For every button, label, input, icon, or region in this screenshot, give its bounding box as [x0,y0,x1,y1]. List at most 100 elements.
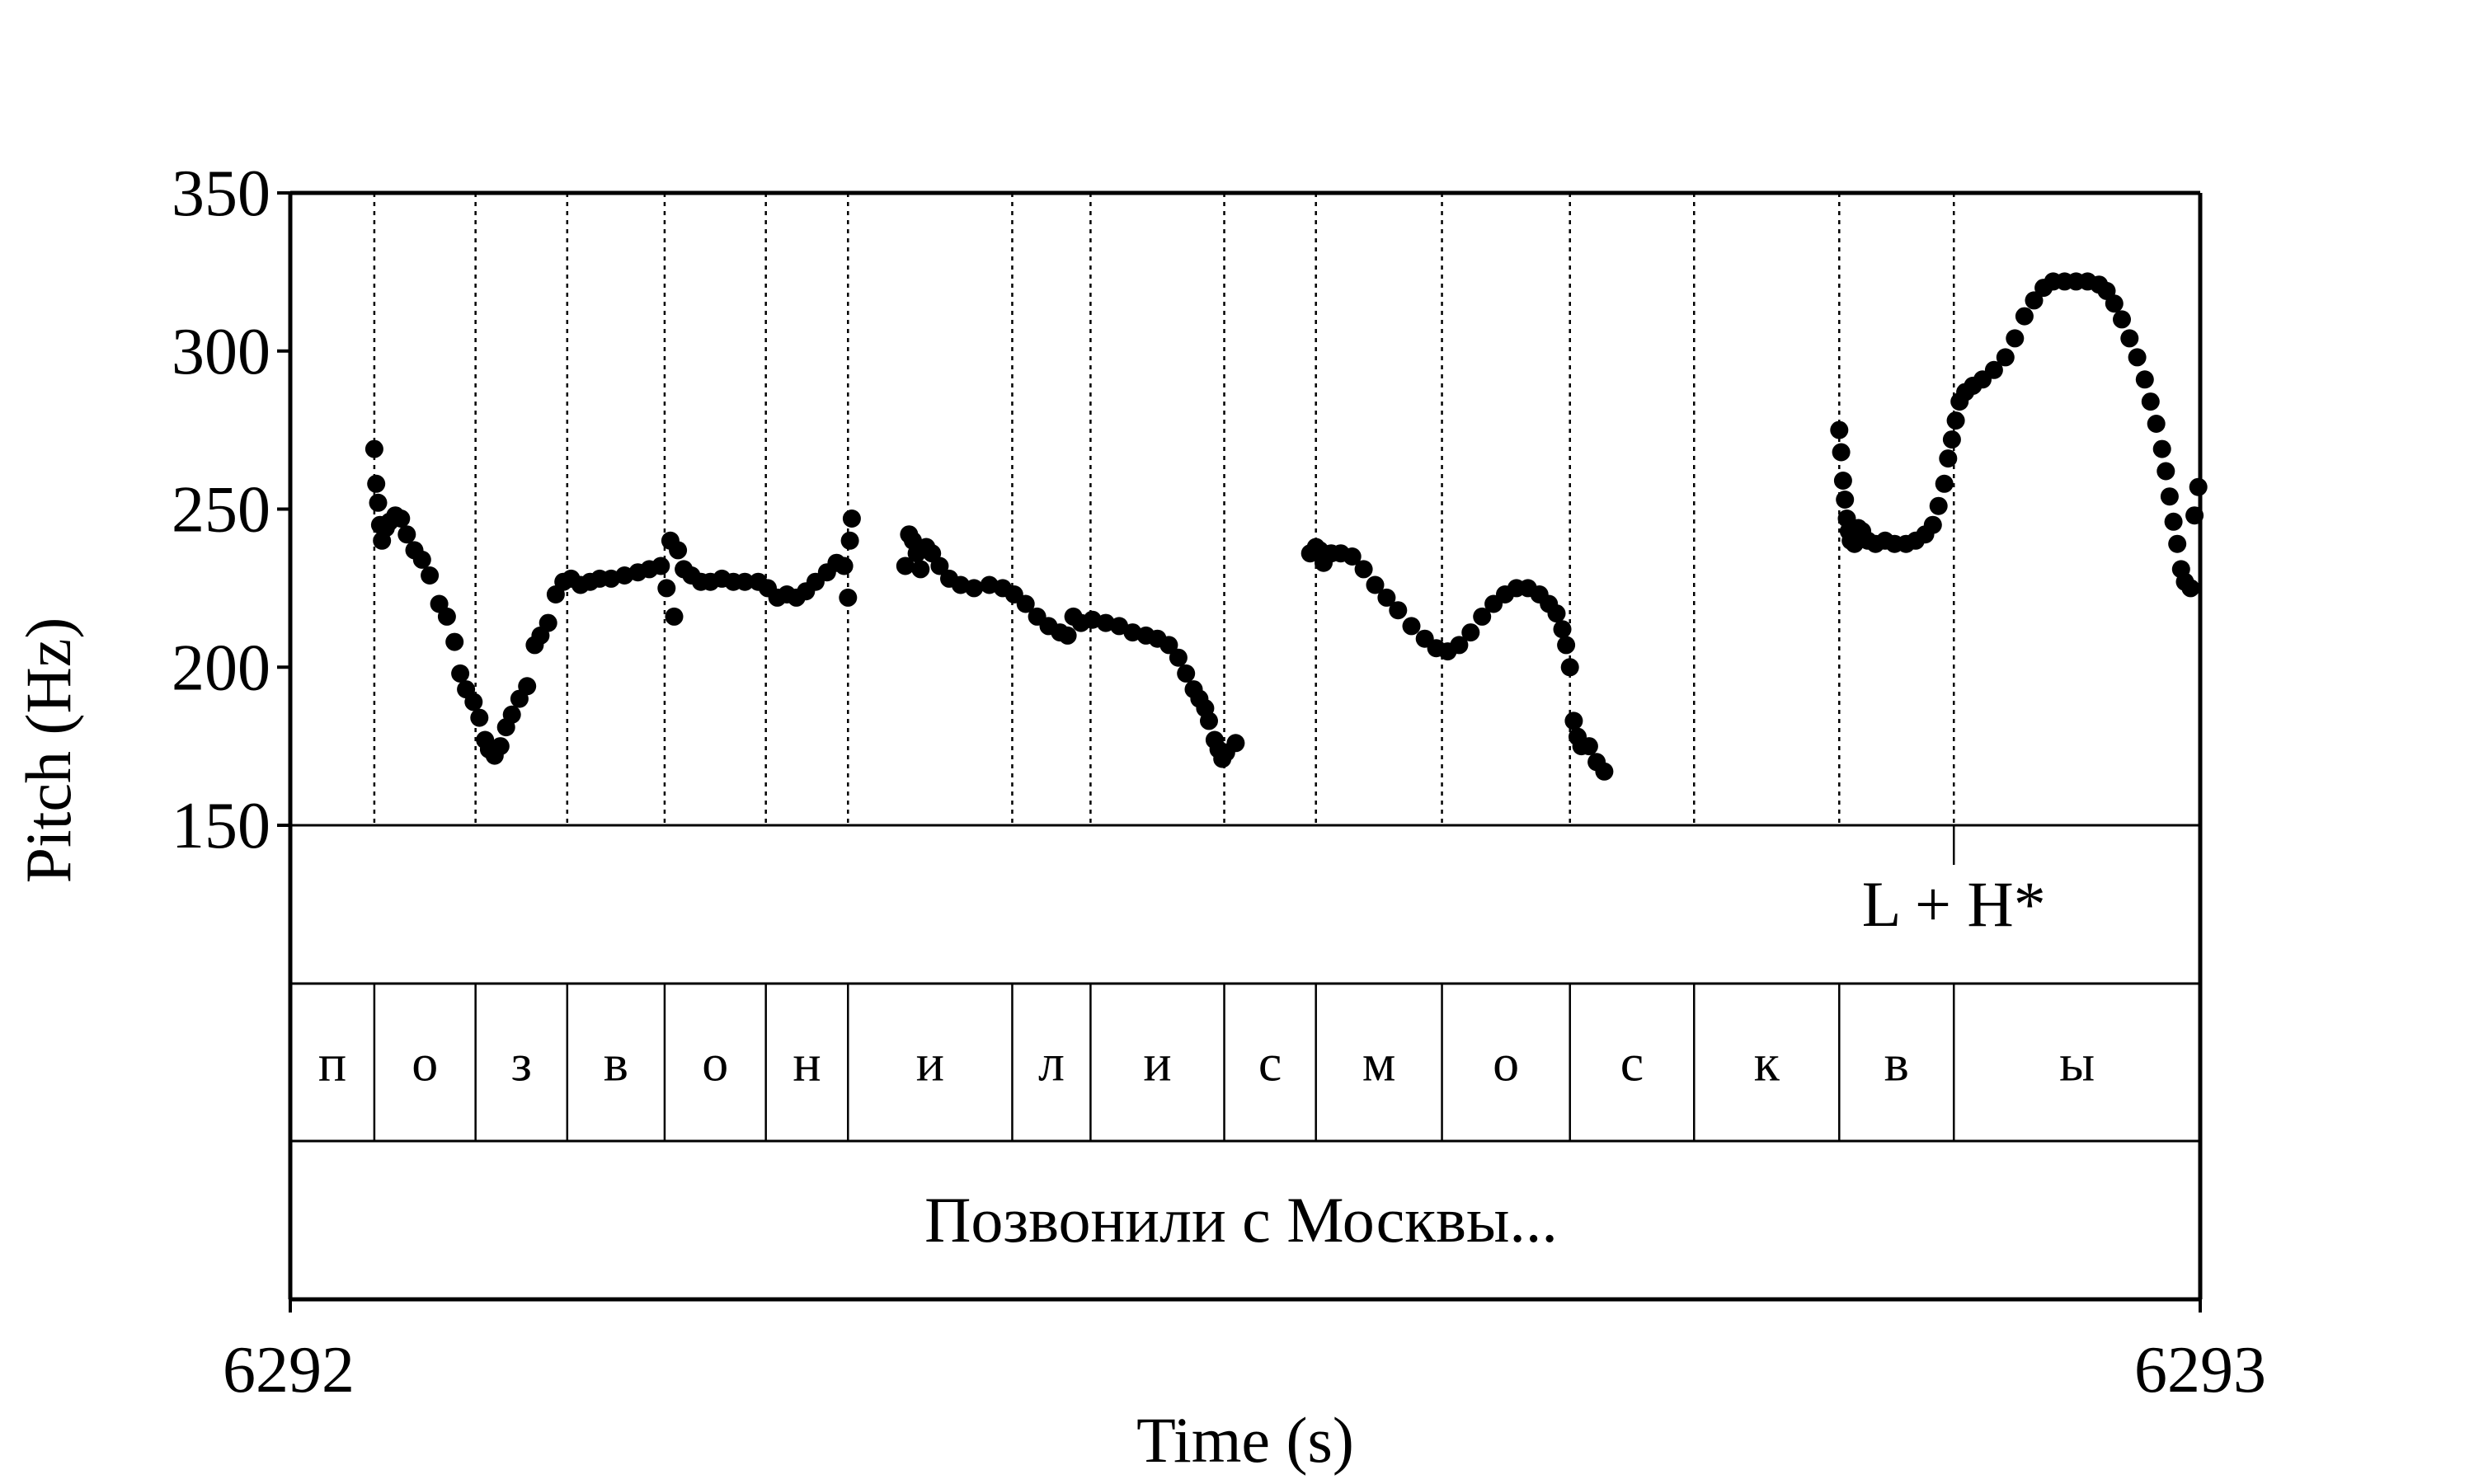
pitch-point-s1-42 [651,556,670,575]
pitch-point-s3-9 [1366,575,1385,594]
pitch-point-s4-40 [2105,294,2124,313]
pitch-point-s4-45 [2141,392,2160,411]
pitch-point-s4-22 [1942,430,1961,449]
pitch-point-s1-16 [445,632,464,651]
y-tick-label-200: 200 [172,632,270,704]
axes: Time (s) Pitch (Hz) 6292 6293 150 200 250 3… [12,157,2266,1476]
pitch-point-s1-17 [451,664,470,683]
pitch-point-s4-3 [1833,472,1852,490]
segment-label-7: и [916,1034,944,1092]
pitch-point-s4-50 [2164,512,2183,531]
pitch-point-s1-10 [397,525,416,544]
pitch-point-s1-2 [367,474,386,493]
pitch-point-s1-9 [392,510,411,528]
pitch-point-s3-11 [1389,601,1408,620]
plot-frame [288,190,2203,1302]
pitch-point-s3-29 [1564,711,1583,730]
segment-label-1: п [318,1034,346,1092]
pitch-point-s4-51 [2168,534,2187,553]
pitch-point-s1-43 [657,579,676,598]
pitch-point-s1-15 [437,607,456,626]
pitch-point-s2-11 [965,579,984,598]
segment-label-4: в [604,1034,628,1092]
pitch-point-s2-8 [930,556,949,575]
pitch-point-s1-19 [464,693,483,711]
segment-label-14: к [1754,1034,1780,1092]
pitch-points [365,272,2208,781]
pitch-point-s4-20 [1935,474,1954,493]
pitch-point-s3-34 [1595,762,1614,781]
pitch-point-s1-3 [369,493,388,512]
pitch-point-s4-54 [2181,579,2200,598]
pitch-point-s4-28 [1984,360,2003,379]
annotation-tiers: L + H* п о з в о н и л и с м о с к в ы Позвонили с Москвы… [318,825,2095,1256]
pitch-point-s1-65 [840,531,859,550]
pitch-point-s4-49 [2160,487,2179,506]
segment-label-15: в [1884,1034,1909,1092]
y-tick-label-300: 300 [172,316,270,388]
pitch-point-s1-28 [518,677,537,696]
pitch-point-s3-16 [1450,636,1469,655]
pitch-point-s2-28 [1159,636,1178,655]
pitch-point-s1-24 [491,737,510,756]
pitch-point-s4-21 [1939,449,1958,468]
tone-label: L + H* [1862,868,2046,940]
pitch-point-s3-26 [1553,620,1572,639]
pitch-point-s3-25 [1547,604,1566,623]
pitch-point-s4-46 [2147,415,2166,433]
pitch-point-s4-19 [1929,496,1948,515]
segment-label-3: з [511,1034,532,1092]
pitch-point-s2-24 [1110,617,1129,636]
segment-label-12: о [1493,1034,1519,1092]
pitch-point-s3-10 [1377,588,1396,607]
pitch-point-s3-12 [1402,617,1421,636]
segment-label-16: ы [2059,1034,2095,1092]
pitch-point-s4-4 [1836,491,1855,509]
pitch-point-s4-2 [1832,443,1851,462]
pitch-point-s4-43 [2128,348,2147,367]
pitch-point-s3-8 [1354,560,1373,579]
pitch-point-s4-29 [1996,348,2015,367]
segment-boundary-lines [373,193,1955,825]
pitch-point-s2-39 [1226,734,1245,753]
pitch-point-s2-34 [1200,711,1218,730]
pitch-point-s3-28 [1560,658,1579,677]
segment-label-10: с [1258,1034,1282,1092]
sentence-label: Позвонили с Москвы... [924,1184,1558,1256]
x-axis-label: Time (s) [1136,1404,1354,1476]
pitch-point-s1-20 [470,708,489,727]
pitch-point-s1-66 [842,510,861,528]
pitch-point-s3-27 [1557,636,1576,655]
pitch-point-s1-31 [539,613,557,632]
pitch-point-s1-26 [502,705,521,724]
pitch-point-s4-42 [2120,329,2139,348]
segment-label-5: о [702,1034,728,1092]
segment-label-13: с [1620,1034,1644,1092]
segment-label-6: н [793,1034,821,1092]
pitch-point-s2-19 [1058,626,1077,645]
pitch-point-s1-12 [412,550,431,569]
x-tick-label-end: 6293 [2134,1334,2266,1407]
pitch-point-s4-44 [2135,370,2154,389]
segment-label-11: м [1362,1034,1396,1092]
pitch-point-s4-31 [2015,307,2034,326]
pitch-point-s2-30 [1177,664,1196,683]
y-axis-label: Pitch (Hz) [12,618,84,884]
pitch-point-s1-46 [669,541,688,560]
pitch-point-s4-18 [1923,515,1942,534]
y-tick-label-250: 250 [172,474,270,547]
pitch-point-s4-30 [2006,329,2025,348]
pitch-point-s2-1 [896,556,915,575]
pitch-point-s3-17 [1461,623,1480,642]
segment-label-2: о [412,1034,438,1092]
x-tick-label-start: 6292 [223,1334,355,1407]
pitch-point-s1-1 [365,439,383,458]
pitch-point-s4-48 [2157,462,2175,481]
pitch-point-s4-1 [1830,420,1849,439]
pitch-point-s3-18 [1473,607,1492,626]
pitch-point-s4-47 [2152,439,2171,458]
pitch-point-s3-7 [1343,547,1362,566]
pitch-point-s3-32 [1579,737,1598,756]
pitch-point-s1-64 [839,588,858,607]
